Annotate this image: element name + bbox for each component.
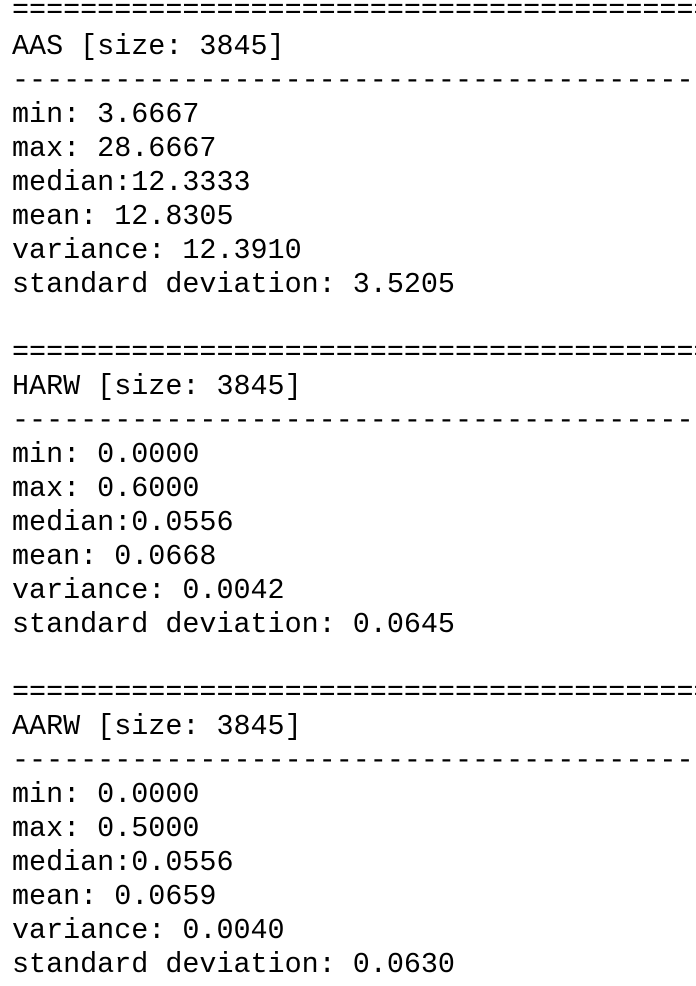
stat-variance: variance: 12.3910 (12, 234, 302, 267)
stat-median: median:0.0556 (12, 846, 234, 879)
stat-max: max: 28.6667 (12, 132, 217, 165)
separator-single: ----------------------------------------… (12, 744, 696, 777)
stat-mean: mean: 0.0659 (12, 880, 217, 913)
stat-variance: variance: 0.0040 (12, 914, 285, 947)
stat-standard-deviation: standard deviation: 0.0645 (12, 608, 455, 641)
separator-double: ========================================… (12, 336, 696, 369)
stat-standard-deviation: standard deviation: 3.5205 (12, 268, 455, 301)
stat-variance: variance: 0.0042 (12, 574, 285, 607)
stat-median: median:12.3333 (12, 166, 251, 199)
stat-standard-deviation: standard deviation: 0.0630 (12, 948, 455, 981)
section-header-harw: HARW [size: 3845] (12, 370, 302, 403)
separator-double: ========================================… (12, 676, 696, 709)
separator-single: ----------------------------------------… (12, 64, 696, 97)
stat-max: max: 0.6000 (12, 472, 200, 505)
stat-mean: mean: 12.8305 (12, 200, 234, 233)
stat-min: min: 0.0000 (12, 438, 200, 471)
stat-min: min: 3.6667 (12, 98, 200, 131)
section-header-aarw: AARW [size: 3845] (12, 710, 302, 743)
separator-double: ========================================… (12, 0, 696, 27)
stat-median: median:0.0556 (12, 506, 234, 539)
stat-max: max: 0.5000 (12, 812, 200, 845)
separator-single: ----------------------------------------… (12, 404, 696, 437)
stat-min: min: 0.0000 (12, 778, 200, 811)
section-header-aas: AAS [size: 3845] (12, 30, 285, 63)
stat-mean: mean: 0.0668 (12, 540, 217, 573)
